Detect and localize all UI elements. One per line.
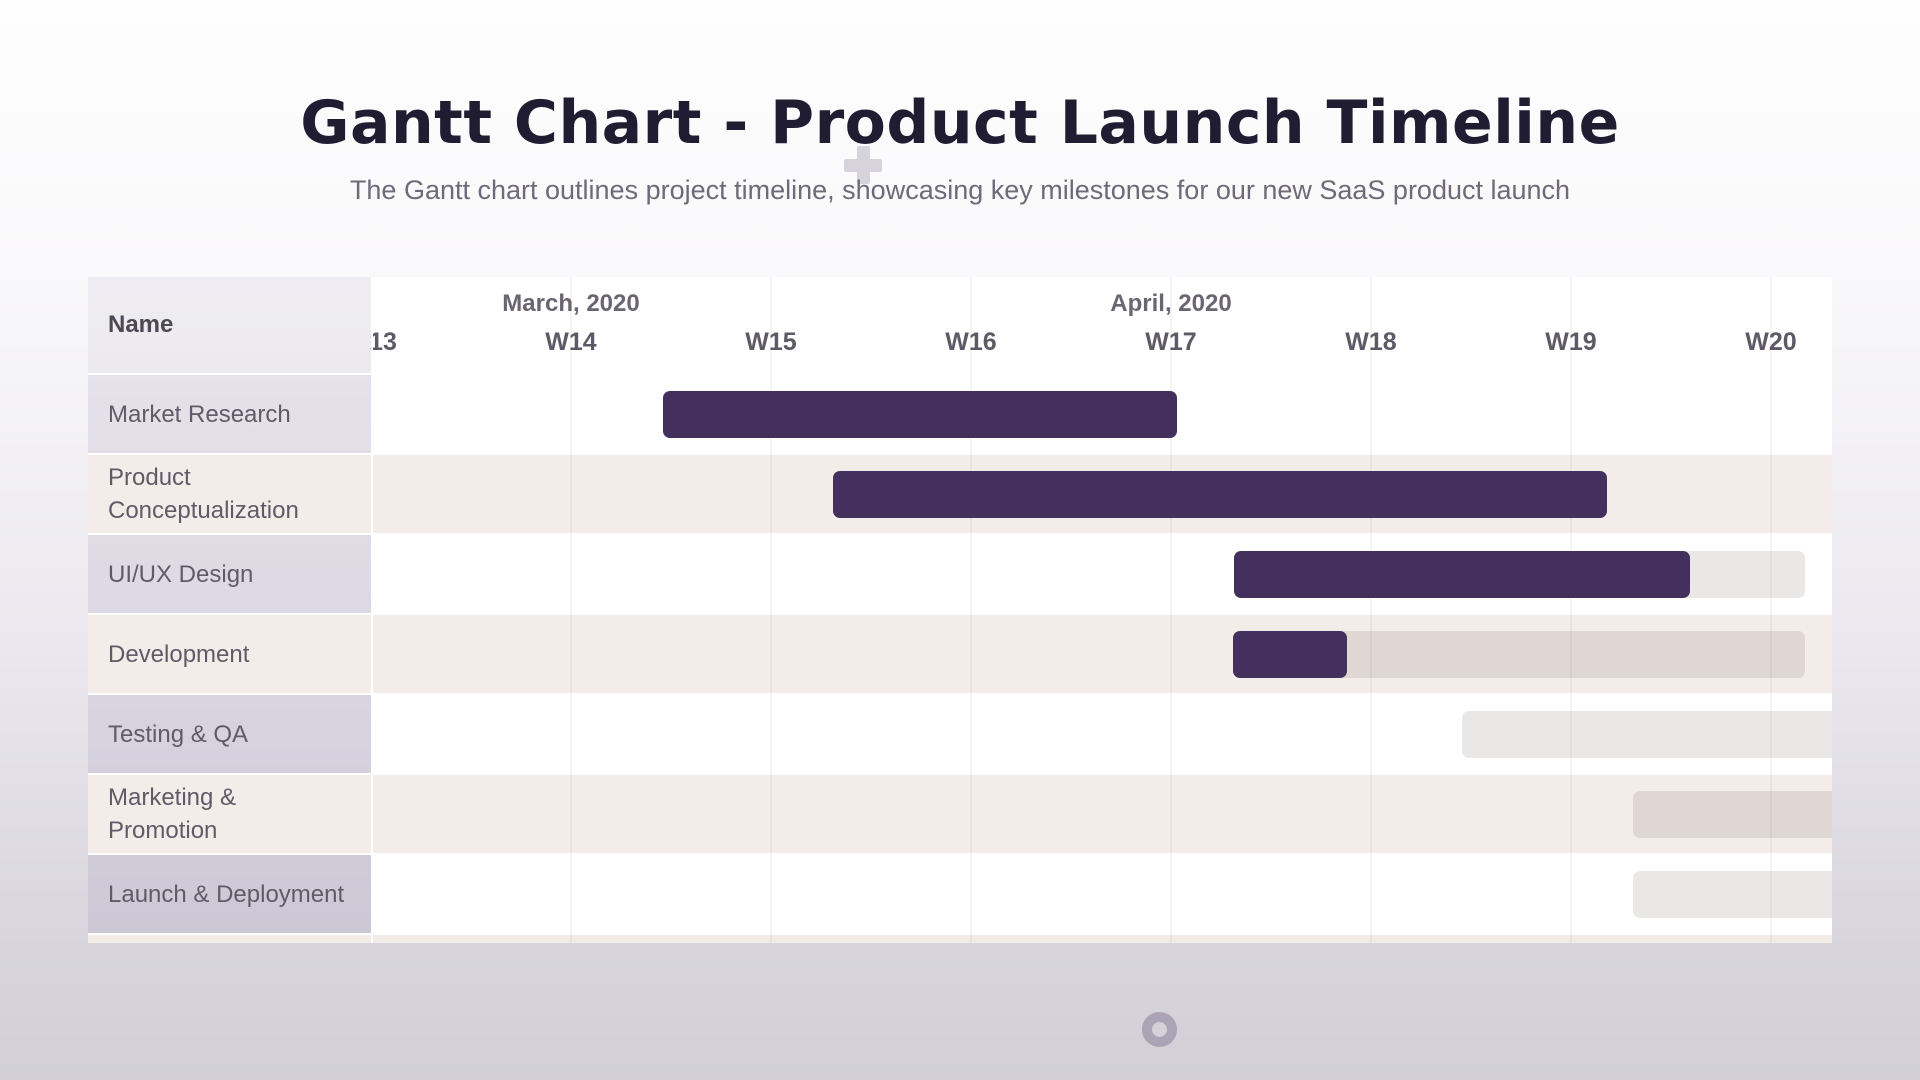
- week-label: W20: [1745, 328, 1797, 356]
- week-label: W14: [545, 328, 597, 356]
- task-bar-light[interactable]: [1462, 711, 1832, 758]
- task-bar-light[interactable]: [1680, 551, 1805, 598]
- task-timeline: [371, 535, 1832, 613]
- task-bar-light[interactable]: [1337, 631, 1805, 678]
- task-bar-filled[interactable]: [833, 471, 1607, 518]
- task-name-label: Market Research: [108, 400, 291, 428]
- task-name-label: UI/UX Design: [108, 560, 254, 588]
- task-name-label: Marketing & Promotion: [108, 784, 237, 844]
- task-row: UI/UX Design: [88, 535, 1832, 615]
- gantt-rows: Market Research Product Conceptualization…: [88, 375, 1832, 935]
- task-name: Development: [88, 615, 371, 693]
- week-label: W16: [945, 328, 997, 356]
- task-row: Testing & QA: [88, 695, 1832, 775]
- task-bar-filled[interactable]: [1234, 551, 1690, 598]
- task-row: Marketing & Promotion: [88, 775, 1832, 855]
- task-name: Launch & Deployment: [88, 855, 371, 933]
- week-label: W15: [745, 328, 797, 356]
- month-label: March, 2020: [502, 290, 640, 317]
- gantt-chart: Name March, 2020 April, 2020 13 W14 W15 W16 W1…: [88, 277, 1832, 943]
- week-label: 13: [369, 328, 397, 356]
- task-name: Marketing & Promotion: [88, 775, 371, 853]
- task-bar-filled[interactable]: [663, 391, 1177, 438]
- ring-icon[interactable]: [1142, 1012, 1177, 1047]
- task-timeline: [371, 695, 1832, 773]
- plus-icon[interactable]: [844, 146, 882, 184]
- month-label: April, 2020: [1110, 290, 1232, 317]
- task-name-label: Launch & Deployment: [108, 880, 345, 908]
- task-name: UI/UX Design: [88, 535, 371, 613]
- task-timeline: [371, 855, 1832, 933]
- task-row: Launch & Deployment: [88, 855, 1832, 935]
- task-name-label: Product Conceptualization: [108, 464, 299, 524]
- task-bar-light[interactable]: [1633, 791, 1832, 838]
- task-bar-light[interactable]: [1633, 871, 1832, 918]
- table-bottom-strip: [88, 935, 1832, 943]
- page-title: Gantt Chart - Product Launch Timeline: [300, 88, 1620, 158]
- task-name: Market Research: [88, 375, 371, 453]
- week-label: W19: [1545, 328, 1597, 356]
- task-timeline: [371, 375, 1832, 453]
- task-timeline: [371, 775, 1832, 853]
- task-row: Development: [88, 615, 1832, 695]
- task-row: Market Research: [88, 375, 1832, 455]
- task-name-label: Testing & QA: [108, 720, 249, 748]
- task-name-label: Development: [108, 640, 250, 668]
- timeline-header: March, 2020 April, 2020 13 W14 W15 W16 W17 W18 W…: [369, 277, 1832, 373]
- name-column-header: Name: [88, 277, 371, 373]
- week-label: W17: [1145, 328, 1197, 356]
- task-timeline: [371, 455, 1832, 533]
- task-name: Testing & QA: [88, 695, 371, 773]
- task-bar-filled[interactable]: [1233, 631, 1347, 678]
- task-row: Product Conceptualization: [88, 455, 1832, 535]
- gantt-header-row: Name March, 2020 April, 2020 13 W14 W15 W16 W1…: [88, 277, 1832, 375]
- name-column-header-label: Name: [108, 311, 174, 338]
- page-subtitle: The Gantt chart outlines project timelin…: [349, 175, 1571, 205]
- task-timeline: [371, 615, 1832, 693]
- week-label: W18: [1345, 328, 1397, 356]
- task-name: Product Conceptualization: [88, 455, 371, 533]
